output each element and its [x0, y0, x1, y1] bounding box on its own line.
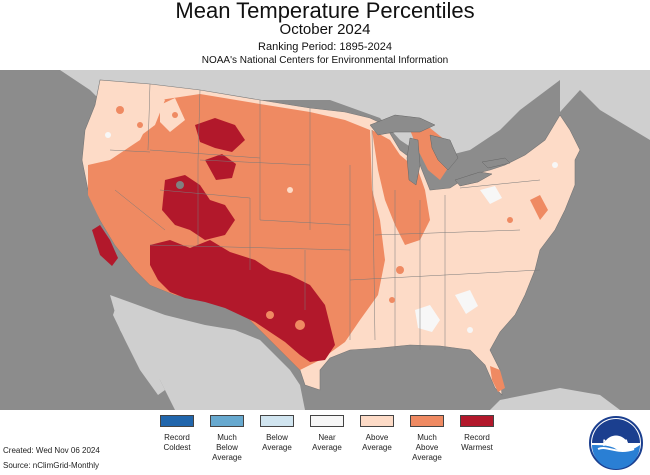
lake-michigan	[406, 137, 421, 186]
noaa-logo-text: NOAA	[603, 438, 630, 448]
legend-label: Much Above Average	[412, 433, 442, 462]
legend-swatch	[410, 415, 444, 427]
legend-item: Above Average	[352, 415, 402, 453]
legend-label: Record Warmest	[461, 433, 493, 452]
legend-swatch	[460, 415, 494, 427]
legend-item: Much Below Average	[202, 415, 252, 463]
legend-swatch	[260, 415, 294, 427]
created-date: Created: Wed Nov 06 2024	[3, 446, 100, 455]
title-block: Mean Temperature Percentiles October 202…	[0, 0, 650, 67]
record-warmest-utah	[162, 175, 235, 240]
source-organization: NOAA's National Centers for Environmenta…	[201, 55, 449, 66]
legend-swatch	[310, 415, 344, 427]
lake-superior	[369, 114, 436, 136]
ranking-period: Ranking Period: 1895-2024	[258, 41, 392, 53]
legend-item: Record Coldest	[152, 415, 202, 453]
mexico-land	[110, 295, 305, 410]
record-warmest-southwest	[150, 240, 335, 362]
detail-speckles	[105, 106, 558, 333]
record-warmest-california	[92, 225, 118, 266]
lake-ontario	[481, 157, 511, 169]
legend: Record Coldest Much Below Average Below Av…	[152, 415, 502, 471]
legend-swatch	[210, 415, 244, 427]
near-average-southeast-2	[455, 290, 478, 314]
legend-label: Near Average	[312, 433, 342, 452]
legend-item: Much Above Average	[402, 415, 452, 463]
legend-item: Record Warmest	[452, 415, 502, 453]
legend-item: Near Average	[302, 415, 352, 453]
record-warmest-montana	[195, 118, 245, 152]
much-above-northeast-spot	[530, 195, 548, 220]
map-subtitle: October 2024	[279, 21, 371, 38]
state-boundaries	[109, 83, 541, 350]
map-title: Mean Temperature Percentiles	[175, 0, 475, 23]
legend-swatch	[160, 415, 194, 427]
data-source: Source: nClimGrid-Monthly	[3, 461, 100, 470]
temperature-percentile-map	[0, 70, 650, 410]
legend-label: Much Below Average	[212, 433, 242, 462]
legend-label: Above Average	[362, 433, 392, 452]
near-average-southeast-1	[415, 305, 440, 332]
lake-huron	[429, 134, 459, 171]
legend-label: Record Coldest	[163, 433, 191, 452]
near-average-northeast	[480, 186, 502, 204]
caribbean-land	[490, 388, 620, 410]
legend-label: Below Average	[262, 433, 292, 452]
noaa-logo-icon: NOAA	[589, 416, 643, 470]
baja-peninsula	[113, 300, 165, 395]
much-above-midwest	[372, 130, 430, 245]
legend-swatch	[360, 415, 394, 427]
lake-erie	[454, 171, 493, 187]
much-above-florida	[490, 366, 505, 392]
legend-item: Below Average	[252, 415, 302, 453]
